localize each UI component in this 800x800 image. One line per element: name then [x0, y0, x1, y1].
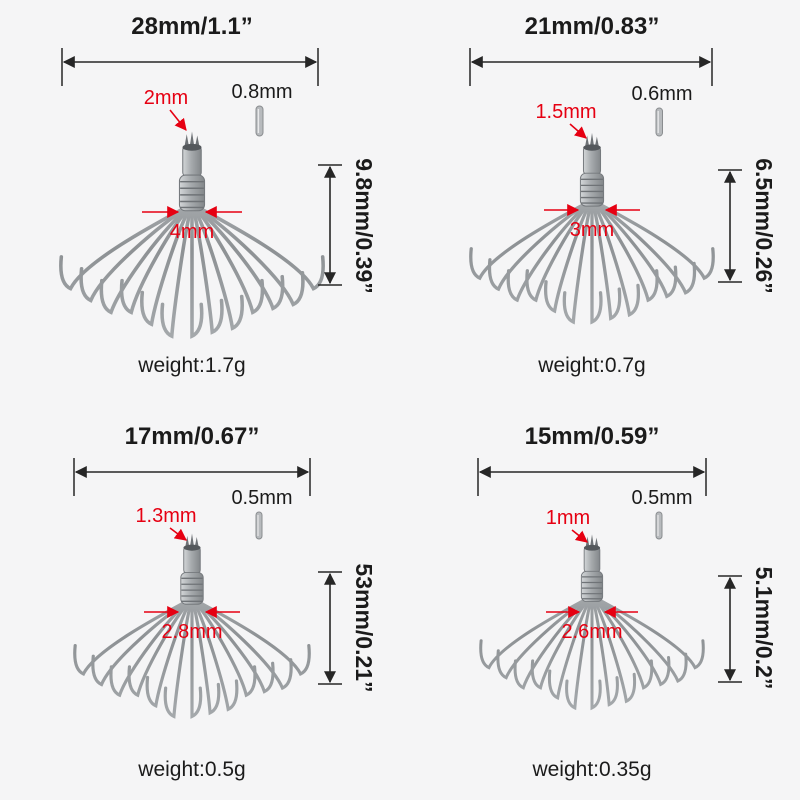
height-dim-line — [718, 575, 742, 683]
wire-diameter-label: 0.5mm — [231, 487, 292, 509]
width-dim-label: 17mm/0.67” — [125, 423, 260, 450]
hook-card-4: 15mm/0.59” 1mm 0.5mm 2.6mm 5.1mm/0.2” we… — [477, 423, 777, 781]
wire-diameter-label: 0.6mm — [631, 83, 692, 105]
wire-sample — [255, 511, 263, 540]
height-dim-line — [718, 169, 742, 283]
hook-card-3: 17mm/0.67” 1.3mm 0.5mm 2.8mm 53mm/0.21” … — [73, 423, 377, 781]
tip-diameter-label: 2mm — [144, 87, 188, 109]
width-dim-line — [469, 48, 713, 86]
barrel-diameter-label: 2.6mm — [561, 621, 622, 643]
width-dim-label: 15mm/0.59” — [525, 423, 660, 450]
wire-sample — [655, 511, 663, 540]
barrel-dim: 3mm — [544, 204, 640, 241]
barrel-dim: 2.6mm — [546, 606, 638, 643]
weight-label: weight:0.5g — [137, 758, 245, 781]
tip-diameter-label: 1.5mm — [535, 101, 596, 123]
height-dim-label: 53mm/0.21” — [351, 563, 377, 692]
weight-label: weight:0.35g — [531, 758, 651, 781]
weight-label: weight:0.7g — [537, 354, 645, 377]
tip-diameter-label: 1.3mm — [135, 505, 196, 527]
height-dim-line — [318, 571, 342, 685]
hook-card-2: 21mm/0.83” 1.5mm 0.6mm 3mm 6.5mm/0.26” w… — [469, 13, 777, 377]
barrel-diameter-label: 3mm — [570, 219, 614, 241]
width-dim-line — [477, 458, 707, 496]
wire-diameter-label: 0.8mm — [231, 81, 292, 103]
tip-diameter-arrow — [571, 529, 588, 543]
height-dim-label: 5.1mm/0.2” — [751, 567, 777, 690]
tip-diameter-label: 1mm — [546, 507, 590, 529]
wire-sample — [655, 107, 663, 137]
weight-label: weight:1.7g — [137, 354, 245, 377]
width-dim-label: 28mm/1.1” — [131, 13, 252, 40]
barrel-dim: 4mm — [142, 206, 242, 243]
width-dim-line — [73, 458, 311, 496]
barrel-dim: 2.8mm — [144, 606, 240, 643]
height-dim-label: 6.5mm/0.26” — [751, 158, 777, 294]
width-dim-label: 21mm/0.83” — [525, 13, 660, 40]
barrel-diameter-label: 2.8mm — [161, 621, 222, 643]
tip-diameter-arrow — [169, 527, 187, 541]
wire-diameter-label: 0.5mm — [631, 487, 692, 509]
height-dim-label: 9.8mm/0.39” — [351, 158, 377, 294]
width-dim-line — [61, 48, 319, 86]
height-dim-line — [318, 164, 342, 286]
tip-diameter-arrow — [169, 109, 187, 131]
hook-card-1: 28mm/1.1” 2mm 0.8mm 4mm 9.8mm/0.39” weig… — [59, 13, 377, 377]
wire-sample — [255, 105, 264, 137]
barrel-diameter-label: 4mm — [170, 221, 214, 243]
tip-diameter-arrow — [569, 123, 587, 139]
